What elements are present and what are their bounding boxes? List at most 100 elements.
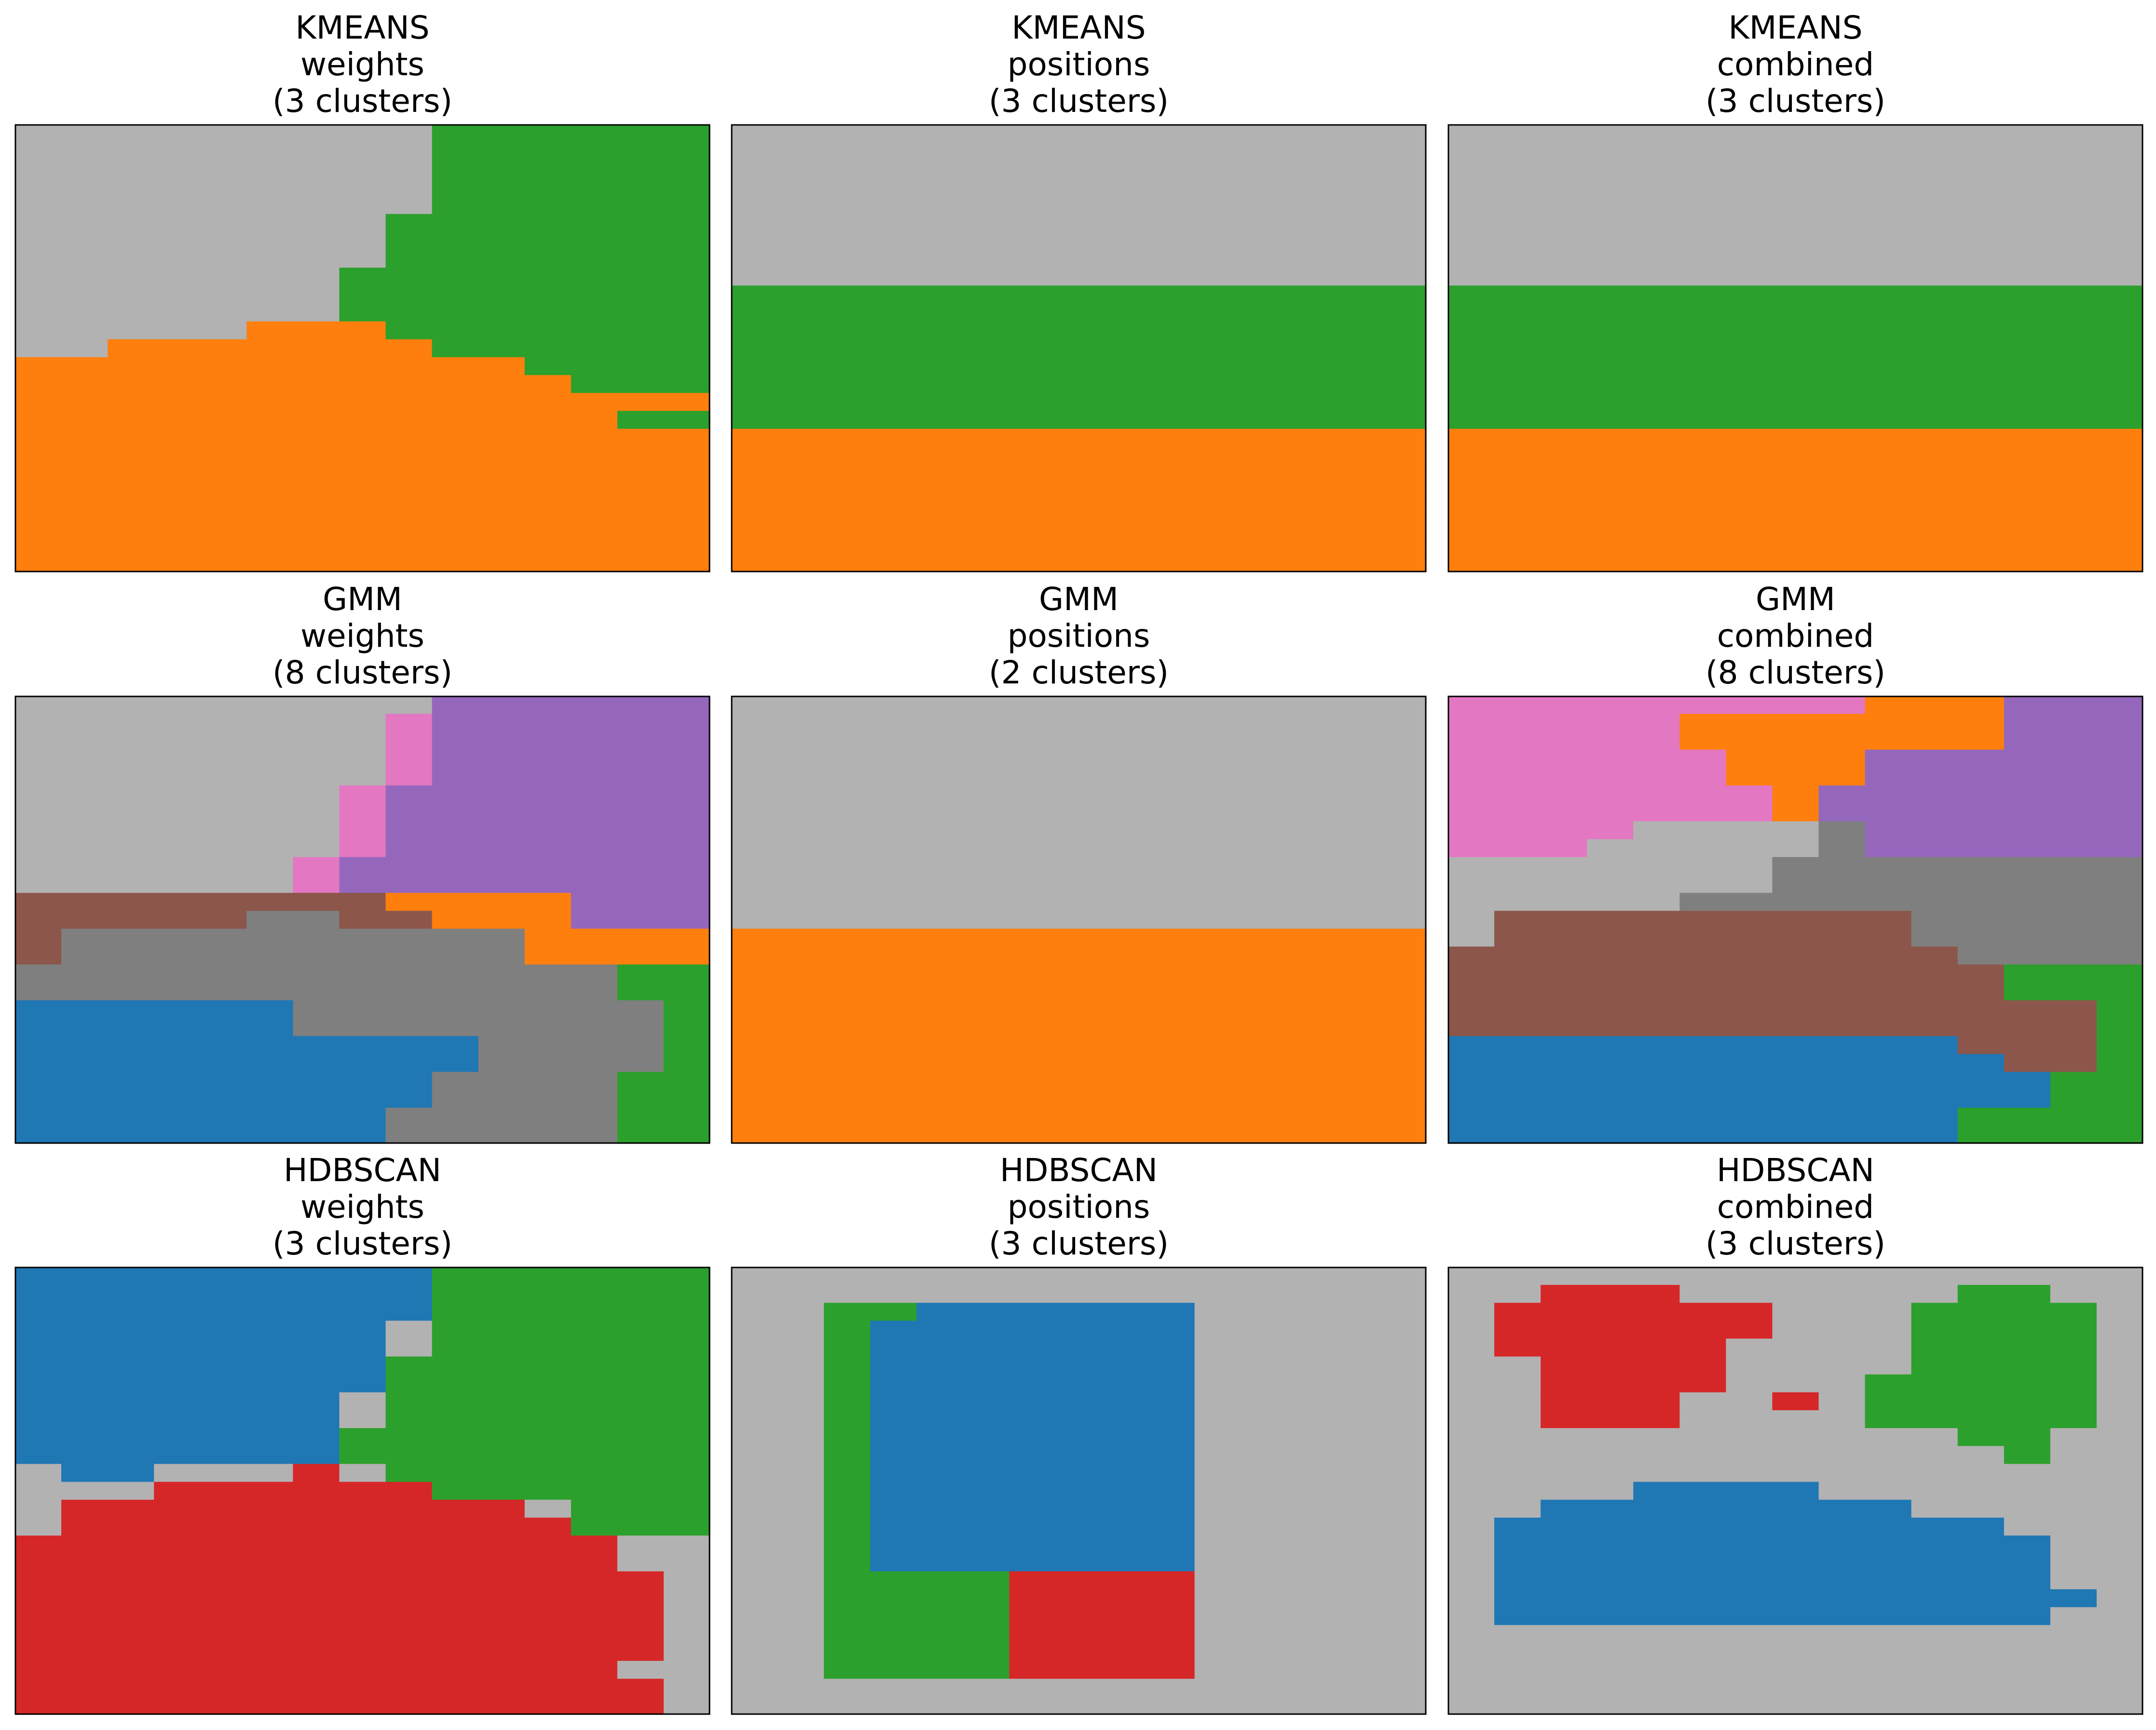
- heatmap-cell-run: [1448, 160, 2143, 178]
- heatmap-cell-run: [339, 785, 386, 804]
- heatmap-cell-run: [1726, 749, 1866, 768]
- heatmap-cell-run: [2050, 1571, 2143, 1590]
- heatmap-cell-run: [15, 839, 340, 858]
- heatmap-cell-run: [15, 982, 618, 1001]
- heatmap-cell-run: [1448, 1643, 2143, 1662]
- heatmap-cell-run: [1194, 1356, 1427, 1375]
- heatmap-cell-run: [731, 303, 1427, 322]
- heatmap-cell-run: [385, 714, 433, 732]
- heatmap-cell-run: [731, 1499, 824, 1518]
- heatmap-cell-run: [1911, 1499, 2143, 1518]
- heatmap-cell-run: [2096, 1000, 2143, 1019]
- heatmap-cell-run: [731, 142, 1427, 161]
- heatmap-cell-run: [731, 321, 1427, 340]
- heatmap-cell-run: [339, 857, 710, 875]
- heatmap-cell-run: [1957, 1107, 2143, 1126]
- heatmap-cell-run: [1194, 1499, 1427, 1518]
- heatmap-cell-run: [1194, 1428, 1427, 1446]
- heatmap-cell-run: [617, 964, 710, 983]
- panel-title-feature: combined: [1717, 617, 1874, 654]
- heatmap-cell-run: [1957, 1428, 2051, 1446]
- heatmap-cell-run: [1448, 982, 2005, 1001]
- panel-title: GMM weights (8 clusters): [15, 581, 710, 691]
- heatmap-cell-run: [15, 249, 386, 268]
- heatmap-cell-run: [1772, 857, 2143, 875]
- heatmap-cell-run: [1448, 1018, 2097, 1036]
- heatmap-cell-run: [1494, 1303, 1773, 1321]
- heatmap-cell-run: [1448, 1338, 1495, 1357]
- heatmap-cell-run: [2096, 1036, 2143, 1054]
- heatmap-cell-run: [1448, 946, 1958, 965]
- heatmap-cell-run: [824, 1553, 871, 1572]
- heatmap-cell-run: [246, 321, 386, 340]
- heatmap-cell-run: [15, 1321, 386, 1339]
- heatmap-cell-run: [731, 785, 1427, 804]
- heatmap-cell-run: [1448, 536, 2143, 555]
- heatmap-cell-run: [731, 1338, 824, 1357]
- heatmap-cell-run: [15, 1410, 340, 1429]
- heatmap-cell-run: [731, 178, 1427, 197]
- heatmap-cell-run: [1494, 1517, 2005, 1536]
- heatmap-cell-run: [339, 286, 710, 304]
- heatmap-cell-run: [385, 803, 710, 822]
- heatmap-cell-run: [293, 857, 340, 875]
- heatmap-cell-run: [15, 1018, 293, 1036]
- panel-title-count: (8 clusters): [1705, 654, 1886, 691]
- panel-title-feature: positions: [1007, 1188, 1150, 1226]
- heatmap-cell-run: [385, 1356, 710, 1375]
- heatmap-cell-run: [385, 1107, 618, 1126]
- heatmap-cell-run: [1726, 1356, 1912, 1375]
- heatmap-cell-run: [617, 1090, 710, 1108]
- heatmap-cell-run: [1448, 303, 2143, 322]
- heatmap-cell-run: [1541, 1285, 1680, 1303]
- heatmap-cell-run: [731, 214, 1427, 232]
- heatmap-cell-run: [15, 1571, 664, 1590]
- heatmap-cell-run: [339, 839, 386, 858]
- heatmap-cell-run: [1772, 1303, 1912, 1321]
- heatmap-cell-run: [15, 339, 108, 358]
- heatmap-cell-run: [1448, 714, 1680, 732]
- heatmap-cell-run: [1448, 785, 1773, 804]
- heatmap-cell-run: [824, 1374, 871, 1393]
- heatmap-cell-run: [870, 1338, 1195, 1357]
- panel-title-method: HDBSCAN: [1716, 1152, 1875, 1189]
- heatmap-cell-run: [1194, 1410, 1427, 1429]
- heatmap-cell-run: [15, 1392, 340, 1411]
- heatmap-cell-run: [731, 1517, 824, 1536]
- heatmap-cell-run: [15, 821, 340, 840]
- heatmap-cell-run: [1448, 732, 1680, 750]
- heatmap-cell-run: [1494, 1321, 1773, 1339]
- heatmap-cell-run: [571, 893, 710, 912]
- heatmap-cell-run: [663, 1036, 710, 1054]
- heatmap-cell-run: [731, 714, 1427, 732]
- heatmap-cell-run: [870, 1482, 1195, 1500]
- heatmap-cell-run: [1194, 1571, 1427, 1590]
- heatmap-cell-run: [731, 1303, 824, 1321]
- heatmap-cell-run: [339, 821, 386, 840]
- heatmap-cell-run: [824, 1589, 1010, 1607]
- heatmap-cell-run: [432, 160, 710, 178]
- heatmap-cell-run: [2004, 1054, 2097, 1073]
- heatmap-cell-run: [1448, 1090, 2051, 1108]
- panel-title: KMEANS positions (3 clusters): [731, 10, 1426, 120]
- heatmap-cell-run: [1911, 911, 2143, 929]
- heatmap-cell-run: [731, 1000, 1427, 1019]
- heatmap-cell-run: [339, 911, 433, 929]
- panel-frame: [14, 124, 710, 572]
- heatmap-cell-run: [15, 196, 433, 215]
- panel-title-count: (3 clusters): [988, 82, 1169, 120]
- heatmap-cell-run: [15, 696, 433, 714]
- heatmap-cell-run: [2096, 1321, 2143, 1339]
- heatmap-cell-run: [432, 124, 710, 143]
- heatmap-cell-run: [1448, 964, 2005, 983]
- heatmap-cell-run: [432, 178, 710, 197]
- heatmap-cell-run: [1911, 1338, 2097, 1357]
- heatmap-cell-run: [1448, 1072, 2051, 1090]
- heatmap-cell-run: [1448, 1696, 2143, 1715]
- heatmap-cell-run: [432, 1267, 710, 1285]
- heatmap-cell-run: [617, 1107, 710, 1126]
- heatmap-cell-run: [15, 732, 386, 750]
- heatmap-cell-run: [1957, 1036, 2097, 1054]
- heatmap-cell-run: [916, 1303, 1195, 1321]
- panel-title-feature: weights: [300, 46, 424, 83]
